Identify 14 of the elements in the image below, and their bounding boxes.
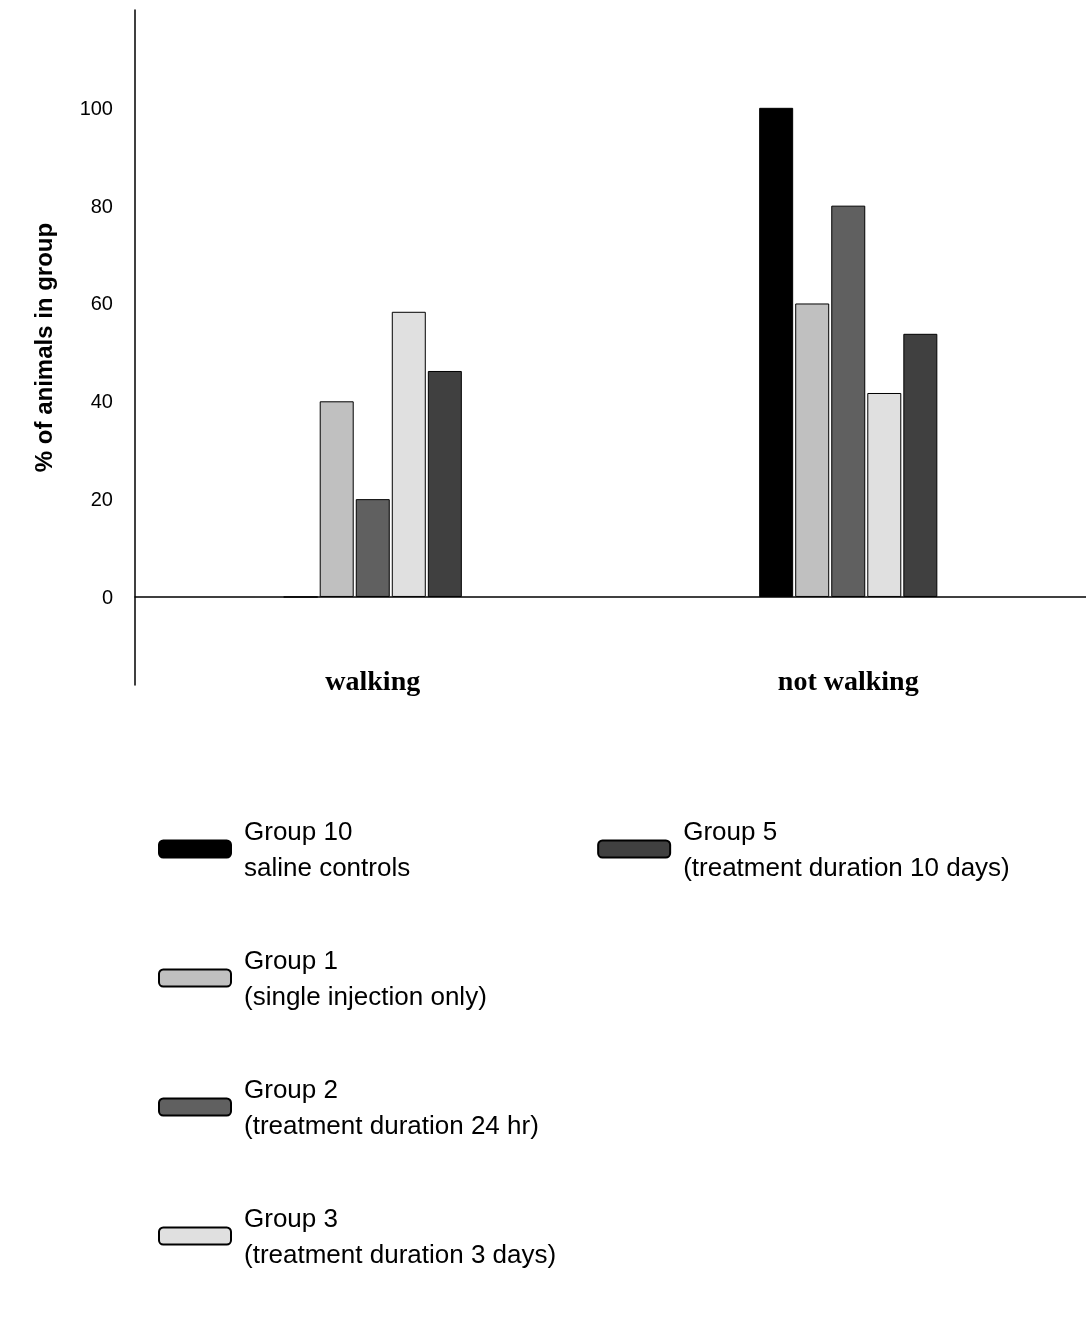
x-tick-label: walking xyxy=(325,664,421,696)
x-tick-label: not walking xyxy=(777,664,919,696)
y-tick-label: 40 xyxy=(90,390,113,413)
y-axis-title: % of animals in group xyxy=(29,222,57,473)
legend-label: Group 3 (treatment duration 3 days) xyxy=(244,1203,557,1269)
legend-label: Group 2 (treatment duration 24 hr) xyxy=(244,1074,539,1140)
legend-label: Group 1 (single injection only) xyxy=(244,945,487,1011)
legend-label: Group 5 (treatment duration 10 days) xyxy=(683,816,1010,882)
y-tick-label: 20 xyxy=(90,488,113,511)
y-tick-label: 0 xyxy=(101,585,113,608)
y-tick-label: 100 xyxy=(79,96,113,119)
y-tick-label: 60 xyxy=(90,292,113,315)
y-tick-label: 80 xyxy=(90,194,113,217)
legend-label: Group 10 saline controls xyxy=(244,816,411,882)
